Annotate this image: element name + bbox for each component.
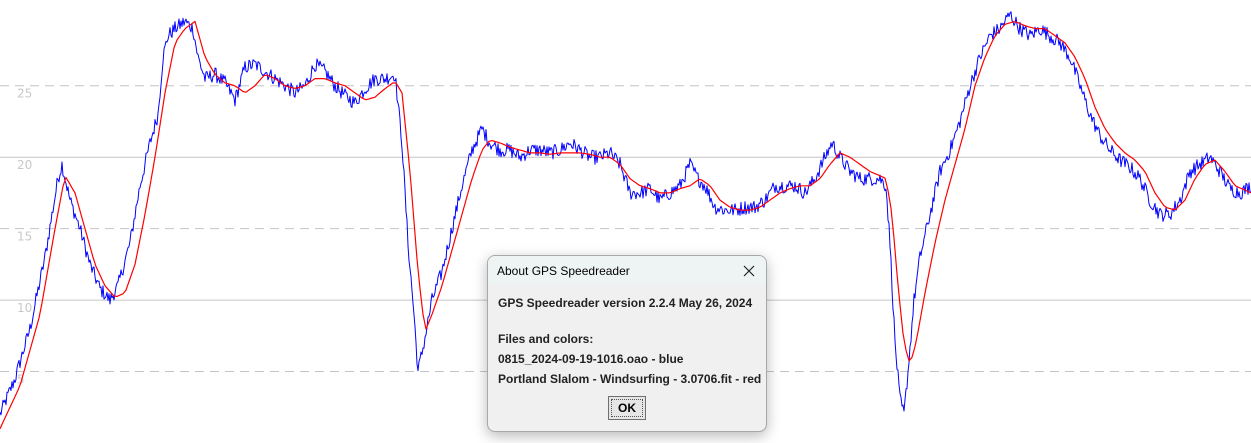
about-dialog: About GPS Speedreader GPS Speedreader ve…: [487, 255, 767, 432]
file-entry-blue: 0815_2024-09-19-1016.oao - blue: [498, 352, 684, 366]
chart-series: [0, 11, 1251, 429]
dialog-title: About GPS Speedreader: [497, 263, 630, 278]
y-tick-label-10: 10: [17, 301, 32, 315]
close-icon: [743, 265, 755, 276]
dialog-body: GPS Speedreader version 2.2.4 May 26, 20…: [488, 285, 766, 387]
ok-button[interactable]: OK: [608, 396, 646, 420]
file-entry-red: Portland Slalom - Windsurfing - 3.0706.f…: [498, 372, 762, 386]
y-tick-label-25: 25: [17, 87, 32, 101]
y-tick-label-15: 15: [17, 230, 32, 244]
y-tick-label-5: 5: [17, 373, 25, 387]
series-line-red: [0, 20, 1251, 429]
y-axis-ticks: 25 20 15 10 5: [17, 87, 32, 387]
files-heading: Files and colors:: [498, 332, 594, 346]
series-line-blue: [0, 11, 1251, 416]
close-button[interactable]: [732, 256, 766, 285]
y-tick-label-20: 20: [17, 158, 32, 172]
version-text: GPS Speedreader version 2.2.4 May 26, 20…: [498, 296, 753, 310]
dialog-titlebar[interactable]: About GPS Speedreader: [488, 256, 766, 285]
